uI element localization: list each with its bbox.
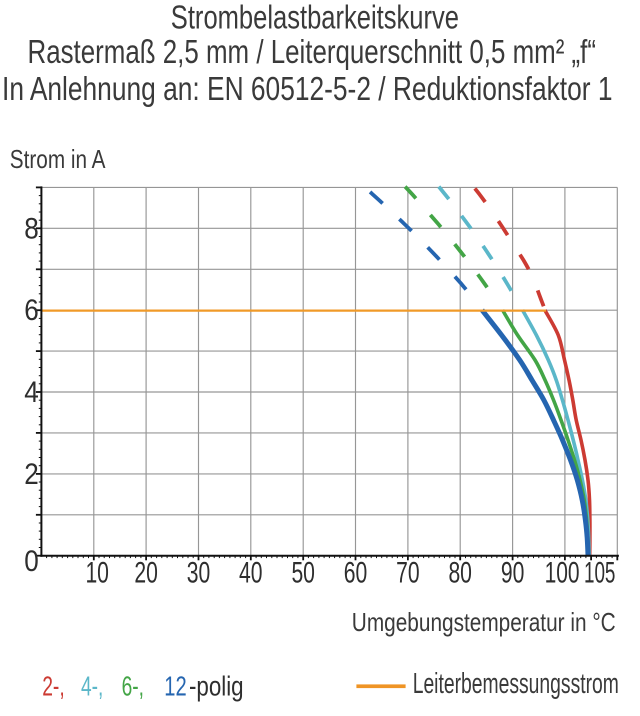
- svg-text:In Anlehnung an: EN 60512-5-2: In Anlehnung an: EN 60512-5-2 / Reduktio…: [2, 71, 613, 108]
- svg-text:50: 50: [291, 556, 315, 589]
- svg-text:Rastermaß 2,5 mm / Leiterquers: Rastermaß 2,5 mm / Leiterquerschnitt 0,5…: [28, 34, 597, 71]
- svg-text:12: 12: [164, 671, 186, 702]
- svg-text:100: 100: [545, 556, 580, 589]
- svg-text:30: 30: [187, 556, 211, 589]
- svg-text:90: 90: [501, 556, 525, 589]
- svg-text:2-,: 2-,: [42, 671, 64, 702]
- svg-text:70: 70: [396, 556, 420, 589]
- svg-text:60: 60: [344, 556, 368, 589]
- svg-text:0: 0: [24, 545, 39, 578]
- svg-text:Umgebungstemperatur in °C: Umgebungstemperatur in °C: [352, 607, 616, 637]
- svg-text:Strombelastbarkeitskurve: Strombelastbarkeitskurve: [171, 0, 459, 36]
- svg-text:Strom in A: Strom in A: [10, 146, 106, 174]
- svg-text:Leiterbemessungsstrom: Leiterbemessungsstrom: [413, 668, 619, 700]
- svg-text:4-,: 4-,: [81, 671, 103, 702]
- svg-text:80: 80: [448, 556, 472, 589]
- svg-text:10: 10: [85, 556, 109, 589]
- svg-text:6-,: 6-,: [122, 671, 144, 702]
- svg-text:4: 4: [24, 376, 39, 409]
- svg-text:40: 40: [239, 556, 263, 589]
- svg-text:105: 105: [584, 556, 616, 589]
- svg-text:20: 20: [134, 556, 158, 589]
- svg-text:6: 6: [24, 294, 39, 327]
- svg-text:8: 8: [24, 212, 39, 245]
- svg-text:-polig: -polig: [189, 671, 244, 702]
- svg-text:2: 2: [24, 458, 39, 491]
